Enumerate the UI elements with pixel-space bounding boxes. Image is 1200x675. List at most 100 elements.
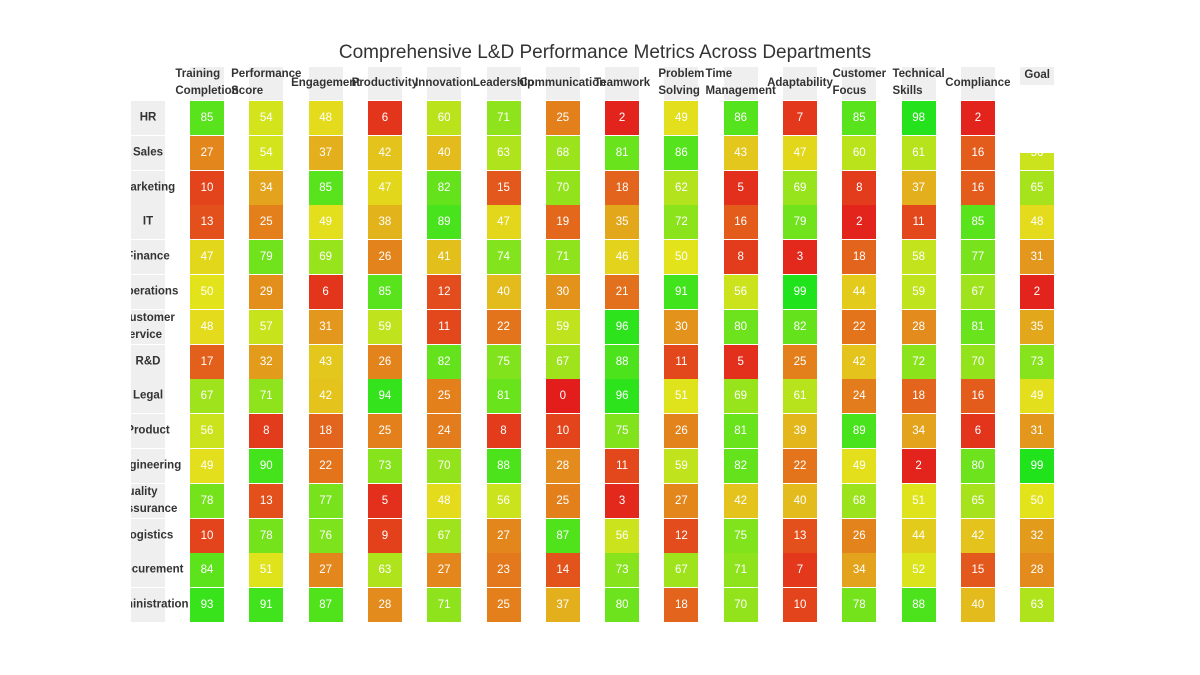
heatmap-cell: 34 [842,553,877,588]
heatmap-cell: 59 [664,449,699,483]
heatmap-cell: 75 [723,518,758,553]
heatmap-cell: 43 [308,344,343,379]
row-label: Logistics [131,529,174,542]
heatmap-cell: 59 [367,309,402,344]
heatmap-cell: 10 [545,414,580,449]
row-label-bg [131,101,165,135]
row-label-bg [131,483,165,518]
heatmap-cell: 9 [367,518,402,553]
column-header-bg [486,67,521,100]
heatmap-cell: 3 [783,240,817,275]
heatmap-cell: 56 [190,414,224,449]
row-labels: HR Sales Marketing IT Finance Operations Custo… [131,100,211,625]
heatmap-cell: 16 [960,379,995,414]
row-label: Procurement [131,563,184,576]
heatmap-cell: 42 [842,344,877,379]
heatmap-cell: 18 [308,414,343,449]
heatmap-cell: 81 [605,135,640,170]
heatmap-cell: 63 [1020,588,1054,623]
heatmap-cell: 81 [960,309,995,344]
row-label-bg [131,170,165,205]
heatmap-cell: 56 [723,275,758,309]
heatmap-cell: 56 [486,483,521,518]
heatmap-cell: 11 [901,205,936,240]
heatmap-cell: 40 [960,588,995,623]
heatmap-cell: 70 [427,449,462,483]
column-header: Innovation [415,77,474,89]
heatmap-cell: 93 [190,588,224,623]
heatmap-cell: 82 [783,309,817,344]
heatmap-cell: 50 [664,240,699,275]
column-header: Engagement [291,77,361,89]
heatmap-cell: 2 [960,101,995,135]
heatmap-cell: 8 [249,414,284,449]
row-label-bg [131,588,165,623]
heatmap-cell: 47 [190,240,224,275]
heatmap-cell: 32 [1020,518,1054,553]
heatmap-cell: 47 [367,170,402,205]
heatmap-cell: 2 [605,101,640,135]
heatmap-cell: 3 [605,483,640,518]
column-header-bg [960,67,995,100]
row-label: CustomerService [131,311,175,341]
heatmap-cell: 22 [842,309,877,344]
heatmap-cell: 80 [960,449,995,483]
heatmap-cell: 69 [723,379,758,414]
heatmap-cell: 71 [427,588,462,623]
heatmap-cell: 14 [545,553,580,588]
heatmap-cell: 71 [545,240,580,275]
heatmap-cell: 70 [545,170,580,205]
heatmap-cell: 42 [308,379,343,414]
heatmap-cell: 27 [486,518,521,553]
heatmap-cell: 69 [783,170,817,205]
heatmap-cell: 7 [783,553,817,588]
heatmap-cell: 2 [842,205,877,240]
heatmap-cell: 61 [901,135,936,170]
row-label: Product [131,424,170,437]
heatmap-cell: 54 [249,135,284,170]
heatmap-cell: 57 [249,309,284,344]
heatmap-cell: 48 [190,309,224,344]
heatmap-cell: 50 [190,275,224,309]
row-label: Finance [131,250,170,263]
heatmap-cell: 25 [545,483,580,518]
heatmap-cell: 71 [723,553,758,588]
row-label-bg [131,414,165,449]
heatmap-cell: 78 [842,588,877,623]
heatmap-cell: 49 [842,449,877,483]
column-header-bg [545,67,580,100]
heatmap-cell: 70 [960,344,995,379]
row-label: Engineering [131,459,182,472]
heatmap-cell: 73 [367,449,402,483]
column-header: Compliance [945,77,1011,89]
column-header-bg [308,67,343,100]
heatmap-cell: 85 [960,205,995,240]
heatmap-cell: 77 [960,240,995,275]
heatmap-cell: 24 [427,414,462,449]
heatmap-cell: 67 [190,379,224,414]
column-header-bg [367,67,402,100]
heatmap-cell: 23 [486,553,521,588]
heatmap-cell: 61 [783,379,817,414]
heatmap-cell: 26 [842,518,877,553]
heatmap-cell: 51 [249,553,284,588]
row-label: Sales [132,146,164,159]
heatmap-cell: 10 [190,170,224,205]
heatmap-cell: 30 [545,275,580,309]
row-label-bg [131,379,165,414]
row-label: Marketing [131,181,176,194]
heatmap-cell: 12 [664,518,699,553]
heatmap-cell: 28 [545,449,580,483]
heatmap-cell: 25 [427,379,462,414]
column-header: Customer Focus [832,68,887,97]
row-label: HR [139,111,157,124]
heatmap-cell: 63 [367,553,402,588]
column-header: Communication [519,77,607,89]
heatmap-cell: 22 [308,449,343,483]
heatmap-cell: 70 [723,588,758,623]
row-label: QualityAssurance [131,485,178,515]
heatmap-cell: 10 [190,518,224,553]
heatmap-cell: 2 [901,449,936,483]
heatmap-cell: 82 [723,449,758,483]
heatmap-cell: 27 [427,553,462,588]
